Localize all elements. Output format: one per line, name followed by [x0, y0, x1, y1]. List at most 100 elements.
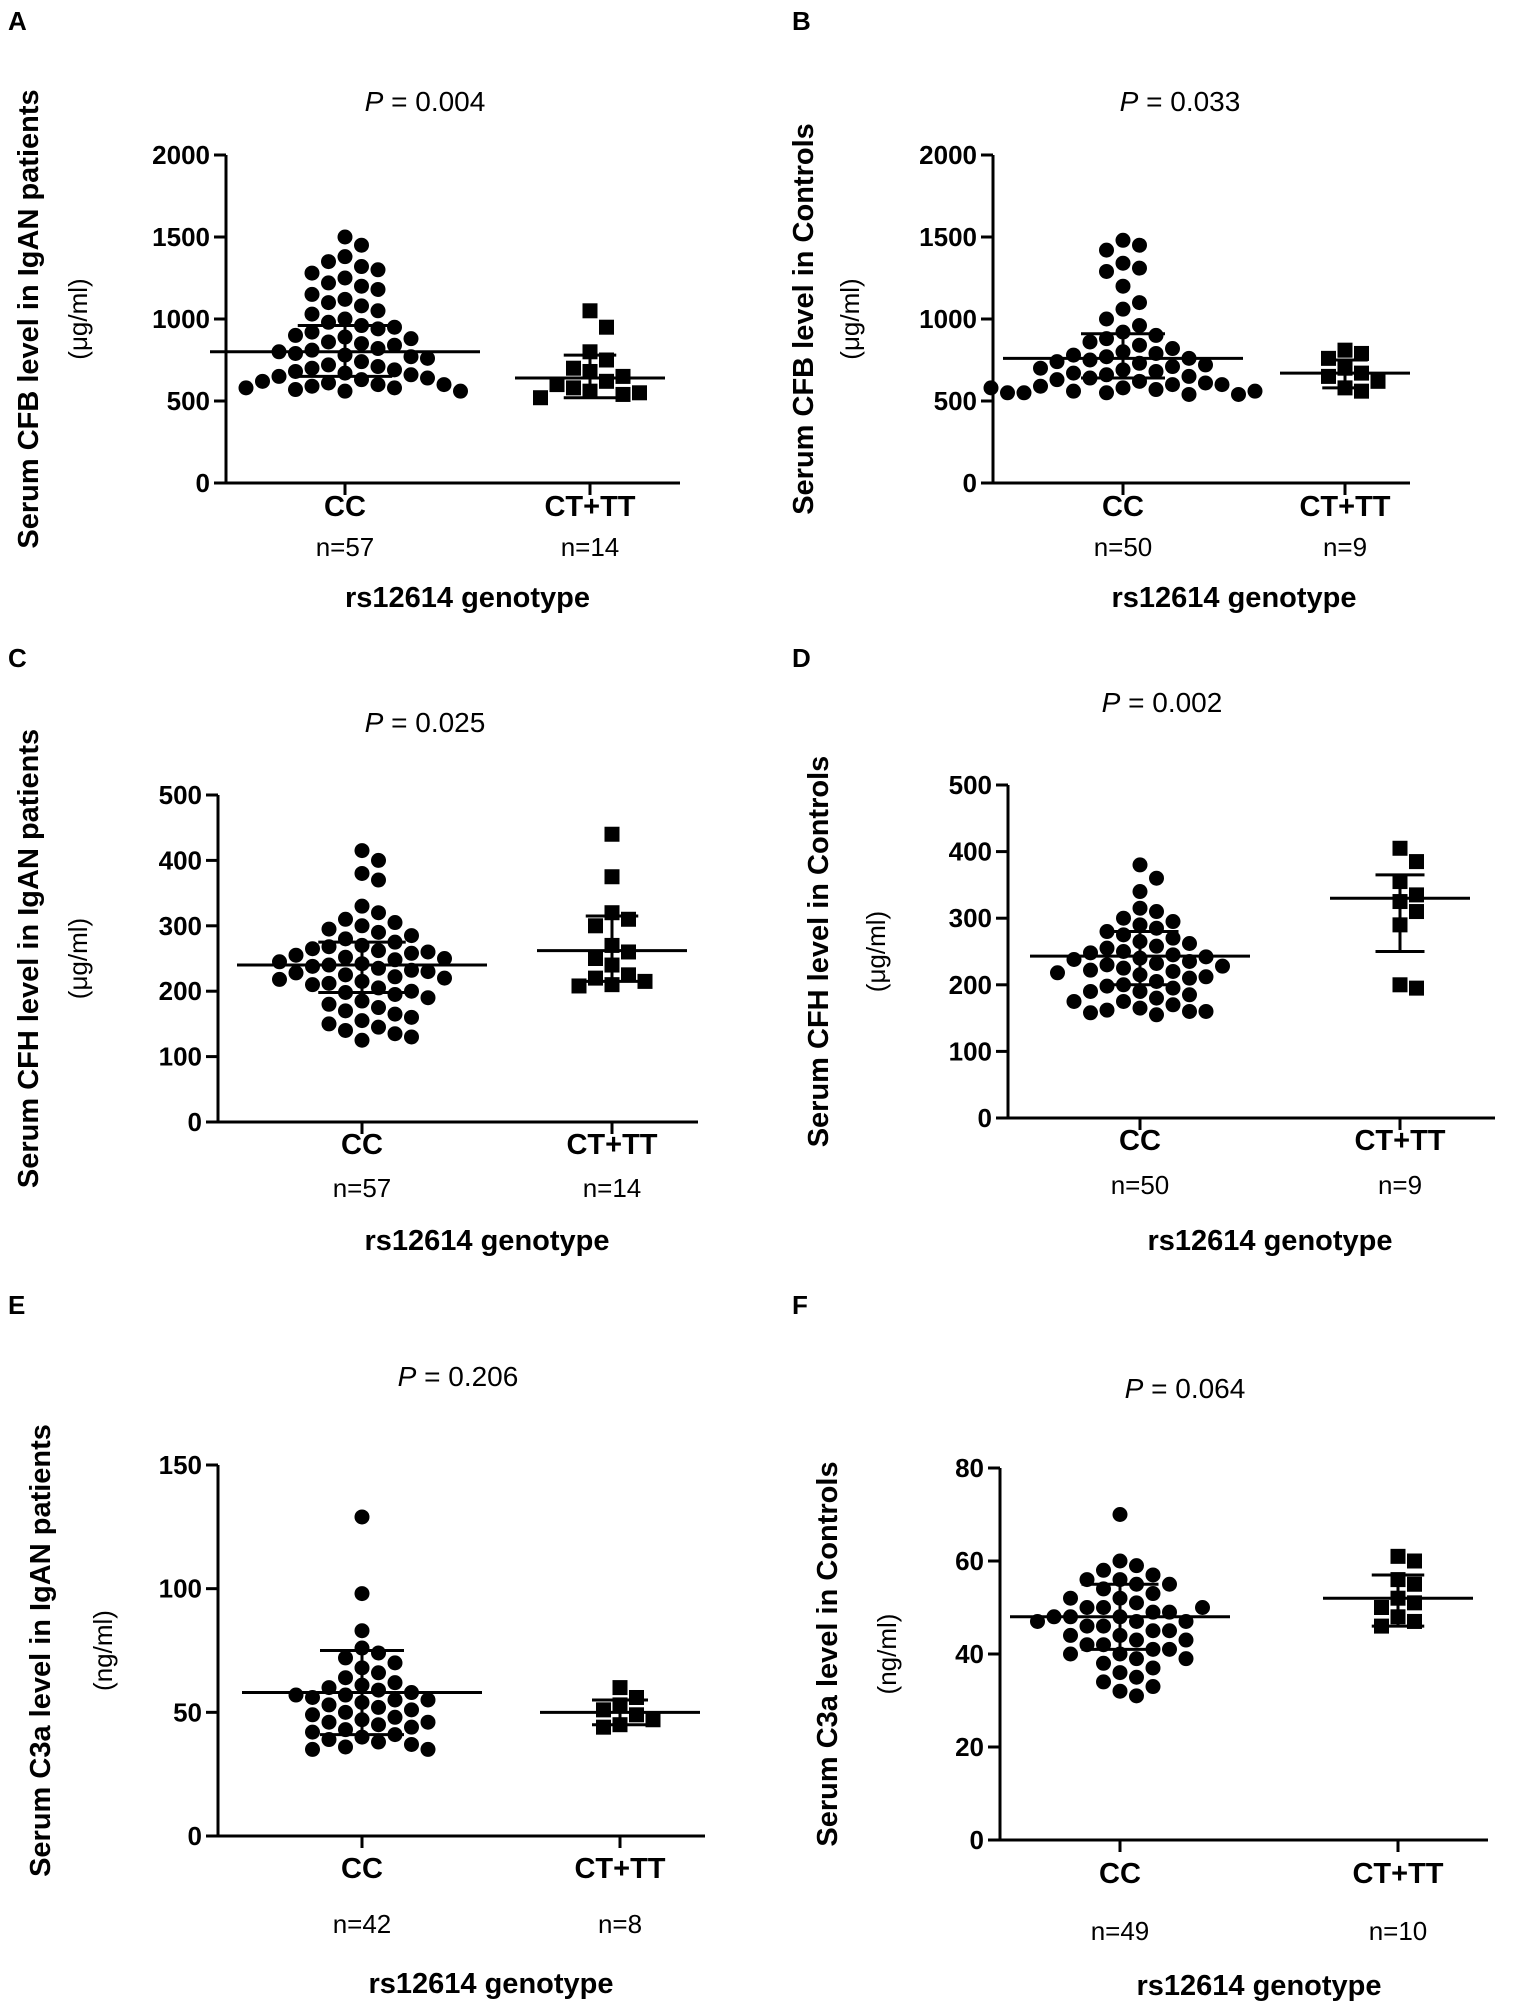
data-point-circle	[371, 1717, 386, 1733]
category-label: CT+TT	[1352, 1858, 1443, 1890]
y-axis-unit: (μg/ml)	[63, 278, 93, 359]
category-label: CC	[324, 491, 366, 523]
data-point-circle	[420, 1741, 436, 1757]
data-point-circle	[1099, 311, 1114, 327]
category-label: CC	[341, 1853, 383, 1885]
data-point-circle	[1082, 352, 1098, 368]
data-point-circle	[1247, 383, 1263, 399]
y-tick-label: 200	[159, 976, 202, 1006]
n-count-label: n=9	[1323, 532, 1367, 562]
data-point-circle	[1181, 368, 1197, 384]
y-axis-title: Serum CFH level in IgAN patients	[13, 729, 45, 1188]
data-point-square	[588, 951, 603, 966]
data-point-circle	[387, 969, 403, 985]
data-point-circle	[1033, 360, 1048, 376]
data-point-square	[1392, 977, 1408, 993]
data-point-circle	[1129, 1595, 1144, 1611]
data-point-circle	[1083, 1005, 1098, 1021]
data-point-circle	[338, 1670, 353, 1686]
x-axis-title: rs12614 genotype	[1136, 1970, 1381, 2002]
data-point-circle	[337, 311, 353, 327]
data-point-square	[549, 377, 565, 393]
data-point-circle	[1214, 377, 1230, 393]
y-axis-unit: (μg/ml)	[63, 918, 93, 999]
data-point-circle	[304, 306, 320, 322]
data-point-circle	[321, 275, 336, 291]
data-point-circle	[371, 943, 386, 959]
data-point-circle	[370, 303, 386, 319]
p-value: P = 0.004	[365, 86, 486, 117]
y-axis-unit: (ng/ml)	[88, 1610, 118, 1691]
panel-label: E	[8, 1290, 25, 1320]
data-point-circle	[1115, 324, 1131, 340]
y-tick-label: 500	[934, 386, 977, 416]
y-tick-label: 60	[955, 1546, 984, 1576]
data-point-circle	[354, 1032, 370, 1048]
data-point-circle	[387, 1692, 403, 1708]
data-point-circle	[1181, 386, 1197, 402]
data-point-circle	[420, 350, 435, 366]
data-point-circle	[387, 1675, 403, 1691]
data-point-circle	[1112, 1665, 1128, 1681]
data-point-square	[604, 826, 620, 842]
data-point-circle	[338, 911, 353, 927]
y-tick-label: 20	[955, 1732, 984, 1762]
data-point-circle	[305, 977, 320, 993]
data-point-circle	[1165, 341, 1180, 357]
data-point-circle	[1165, 963, 1181, 979]
data-point-circle	[370, 281, 386, 297]
y-axis-title: Serum CFB level in IgAN patients	[13, 89, 45, 548]
data-point-circle	[371, 1665, 386, 1681]
y-tick-label: 500	[949, 770, 992, 800]
data-point-circle	[337, 291, 353, 307]
data-point-square	[599, 319, 614, 335]
data-point-circle	[1149, 973, 1164, 989]
data-point-circle	[354, 918, 370, 934]
data-point-square	[1354, 345, 1369, 361]
data-point-circle	[1066, 383, 1081, 399]
panel-label: B	[792, 6, 811, 36]
data-point-circle	[321, 375, 336, 391]
data-point-circle	[1083, 983, 1098, 999]
data-point-square	[571, 978, 587, 994]
y-axis-unit: (μg/ml)	[835, 278, 865, 359]
data-point-circle	[371, 1734, 386, 1750]
data-point-circle	[1132, 318, 1147, 334]
data-point-circle	[1149, 938, 1164, 954]
data-point-circle	[1145, 1660, 1161, 1676]
p-value-text: = 0.206	[416, 1361, 518, 1392]
data-point-circle	[403, 331, 419, 347]
data-point-circle	[437, 970, 452, 986]
y-tick-label: 0	[963, 468, 977, 498]
data-point-circle	[271, 368, 287, 384]
data-point-circle	[338, 949, 353, 965]
p-value: P = 0.002	[1102, 687, 1223, 718]
data-point-circle	[1066, 951, 1082, 967]
data-point-circle	[1162, 1623, 1177, 1639]
n-count-label: n=14	[561, 532, 620, 562]
y-axis-title: Serum C3a level in Controls	[812, 1461, 844, 1846]
data-point-circle	[1162, 1641, 1177, 1657]
category-label: CC	[1102, 491, 1144, 523]
data-point-circle	[387, 986, 403, 1002]
p-value: P = 0.206	[398, 1361, 519, 1392]
panel-label: F	[792, 1290, 808, 1320]
data-point-square	[566, 380, 581, 396]
data-point-circle	[305, 1741, 320, 1757]
data-point-circle	[371, 1019, 386, 1035]
y-tick-label: 0	[970, 1825, 984, 1855]
data-point-circle	[337, 270, 353, 286]
data-point-circle	[1112, 1683, 1128, 1699]
data-point-square	[629, 1689, 644, 1705]
data-point-circle	[437, 951, 452, 966]
data-point-circle	[321, 1697, 337, 1713]
data-point-circle	[1148, 382, 1164, 398]
data-point-circle	[370, 359, 386, 375]
data-point-circle	[354, 1623, 370, 1639]
data-point-circle	[387, 337, 402, 353]
data-point-circle	[354, 259, 369, 275]
y-tick-label: 2000	[919, 140, 977, 170]
data-point-circle	[1165, 980, 1181, 996]
category-label: CT+TT	[1354, 1125, 1445, 1157]
data-point-circle	[1016, 385, 1032, 401]
